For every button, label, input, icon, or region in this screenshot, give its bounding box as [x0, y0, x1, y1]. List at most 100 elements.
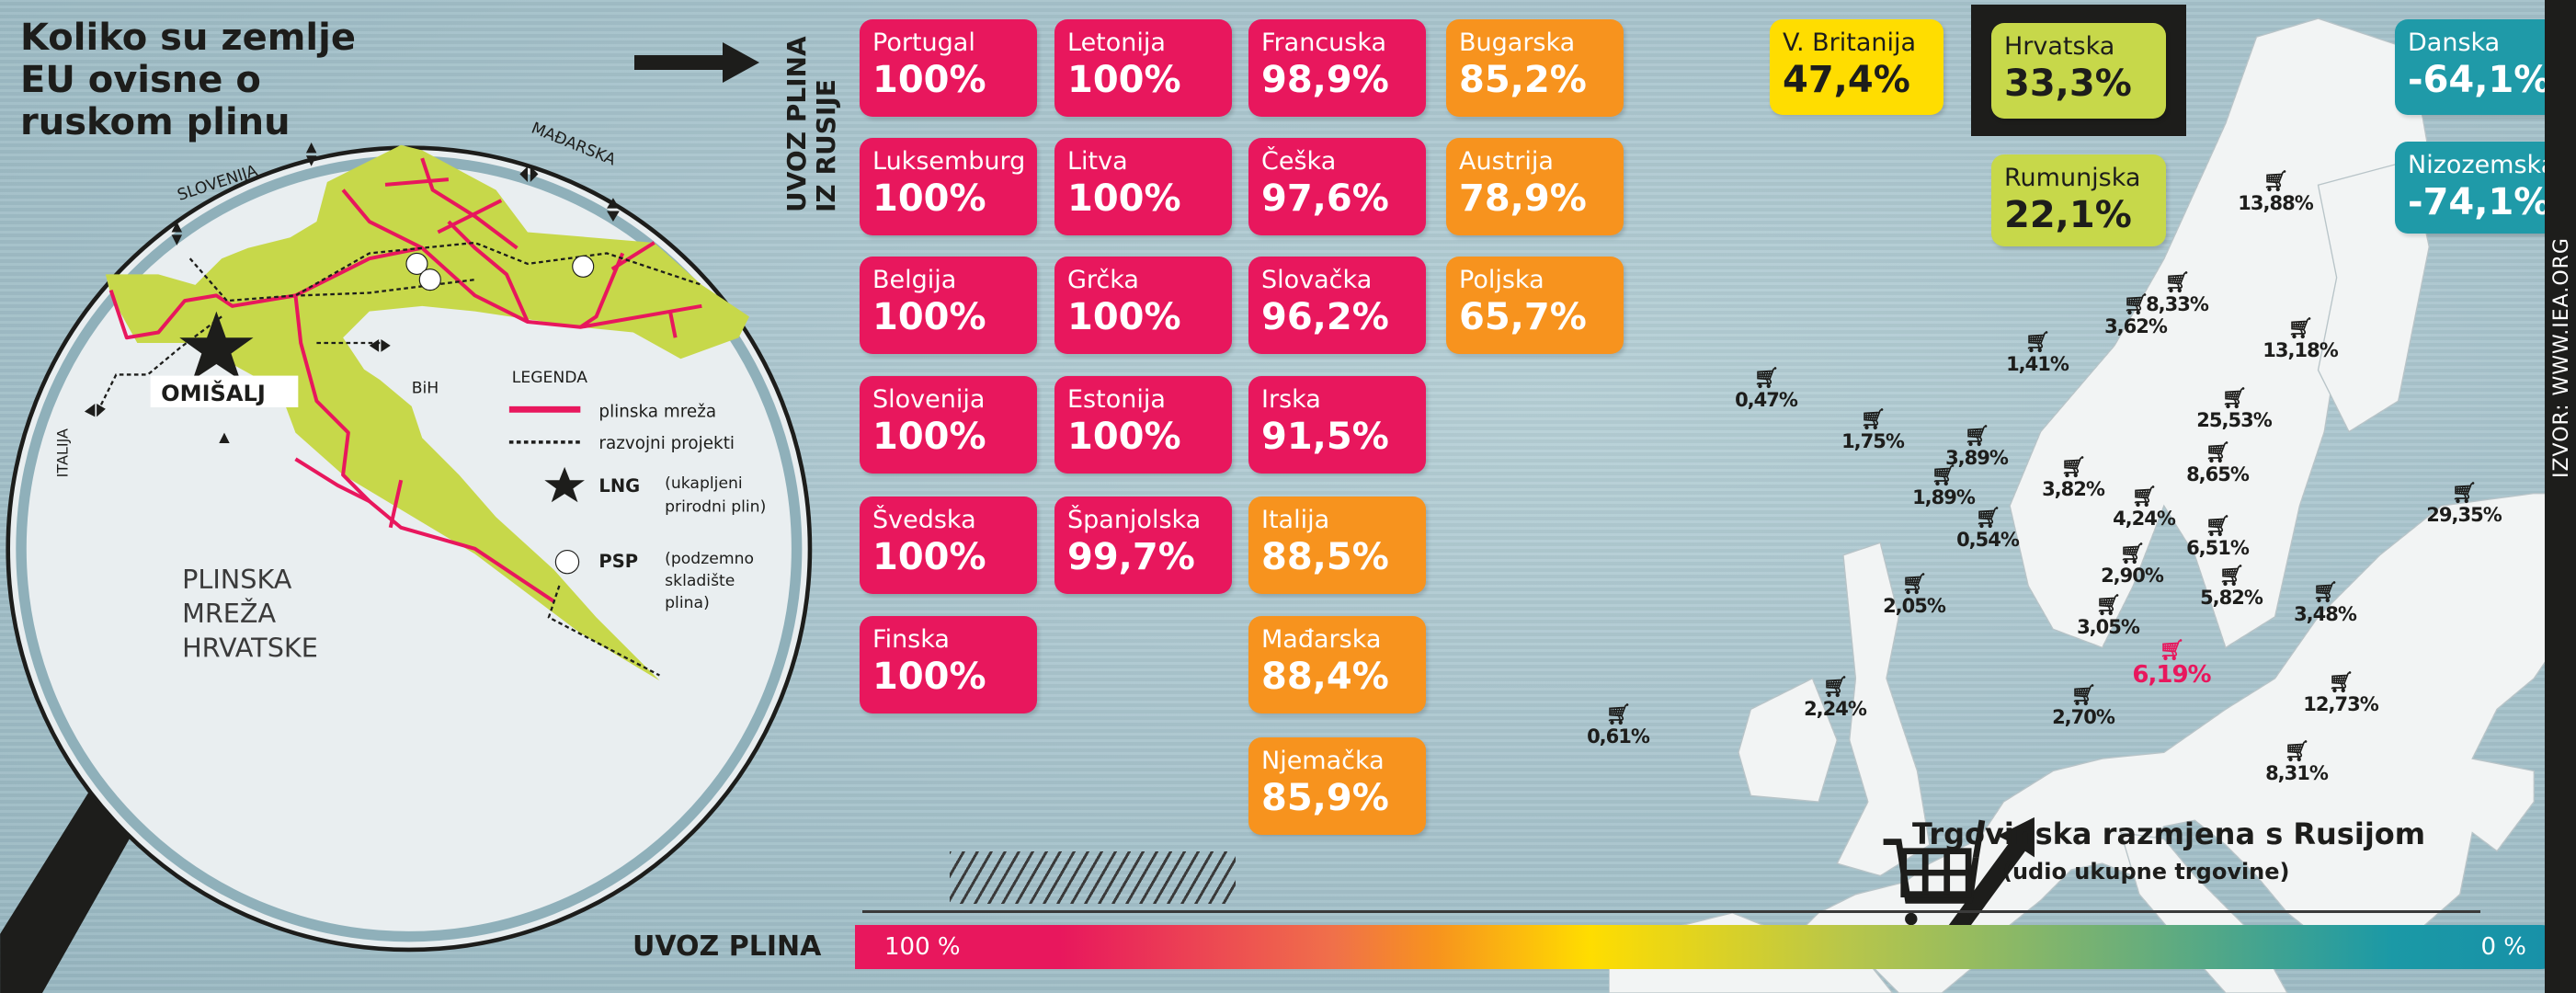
- shopping-cart-icon: 🛒︎: [2119, 542, 2146, 565]
- country-tile: Estonija 100%: [1054, 376, 1232, 474]
- scale-max-label: 100 %: [884, 933, 961, 961]
- trade-share-value: 12,73%: [2303, 693, 2378, 715]
- source-text: IZVOR: WWW.IEA.ORG: [2550, 237, 2573, 478]
- shopping-cart-icon: 🛒︎: [2159, 639, 2185, 662]
- country-tile: Mađarska 88,4%: [1248, 616, 1426, 713]
- country-name: Estonija: [1067, 385, 1166, 414]
- trade-share-value: 8,33%: [2146, 293, 2209, 315]
- croatia-shape: [105, 144, 749, 681]
- map-title-1: PLINSKA: [182, 564, 292, 595]
- import-share: 100%: [1067, 59, 1181, 101]
- trade-share-label: 🛒︎ 2,05%: [1883, 573, 1946, 618]
- pipeline-network: [108, 157, 702, 603]
- trade-share-label: 🛒︎ 3,05%: [2077, 596, 2140, 639]
- shopping-cart-large-icon: [1883, 819, 1986, 904]
- country-tile: V. Britanija 47,4%: [1770, 19, 1943, 115]
- trade-share-value: 8,31%: [2265, 762, 2329, 784]
- import-share: 99,7%: [1067, 536, 1195, 578]
- import-change: -64,1%: [2408, 59, 2551, 101]
- legend-lng-desc-2: prirodni plin): [665, 498, 766, 517]
- country-tile: Rumunjska 22,1%: [1991, 154, 2166, 246]
- legend-lng-star-icon: [544, 466, 585, 503]
- map-title-3: HRVATSKE: [182, 632, 318, 663]
- shopping-cart-icon: 🛒︎: [2205, 441, 2231, 464]
- trade-share-value: 4,24%: [2113, 508, 2176, 530]
- shopping-cart-icon: 🛒︎: [2164, 271, 2191, 294]
- trade-share-label: 🛒︎ 0,54%: [1956, 508, 2020, 552]
- country-name: Italija: [1261, 506, 1330, 534]
- divider-line: [862, 910, 2480, 913]
- country-name: Njemačka: [1261, 747, 1385, 775]
- shopping-cart-icon: 🛒︎: [1753, 367, 1780, 390]
- trade-share-label: 🛒︎ 13,18%: [2263, 317, 2338, 362]
- country-tile: Slovenija 100%: [860, 376, 1037, 474]
- trade-subtitle: (udio ukupne trgovine): [2002, 859, 2290, 885]
- trade-share-value: 1,89%: [1912, 486, 1976, 508]
- trade-share-value: 0,54%: [1956, 529, 2020, 551]
- shopping-cart-icon: 🛒︎: [1931, 464, 1957, 487]
- import-share: 65,7%: [1459, 296, 1587, 338]
- trade-share-label: 🛒︎ 8,31%: [2265, 742, 2329, 785]
- country-name: Luksemburg: [872, 147, 1026, 176]
- trade-share-label: 🛒︎ 1,75%: [1841, 410, 1905, 453]
- import-share: 100%: [872, 296, 986, 338]
- import-share: 100%: [872, 656, 986, 698]
- import-share: 88,4%: [1261, 656, 1389, 698]
- legend-lng-desc-1: (ukapljeni: [665, 474, 743, 493]
- trade-share-label: 🛒︎ 29,35%: [2426, 484, 2502, 527]
- trade-share-value: 29,35%: [2426, 504, 2502, 526]
- shopping-cart-icon: 🛒︎: [2205, 515, 2231, 538]
- map-title-2: MREŽA: [182, 598, 276, 629]
- trade-share-value: 0,61%: [1587, 725, 1650, 748]
- trade-share-label: 🛒︎ 3,82%: [2042, 458, 2105, 501]
- country-tile: Nizozemska -74,1%: [2395, 142, 2557, 234]
- trade-share-value: 2,05%: [1883, 595, 1946, 617]
- shopping-cart-icon: 🛒︎: [2263, 170, 2289, 193]
- import-share: 91,5%: [1261, 416, 1389, 458]
- trade-share-label: 🛒︎ 1,89%: [1912, 464, 1976, 509]
- shopping-cart-icon: 🛒︎: [2287, 317, 2314, 340]
- omisalj-label: OMIŠALJ: [161, 379, 266, 406]
- legend-psp-desc-1: (podzemno: [665, 550, 754, 568]
- scale-label: UVOZ PLINA: [633, 930, 822, 963]
- trade-share-value: 13,88%: [2238, 192, 2313, 214]
- import-share: 96,2%: [1261, 296, 1389, 338]
- import-share: 100%: [1067, 177, 1181, 220]
- trade-share-label: 🛒︎ 12,73%: [2303, 671, 2378, 716]
- shopping-cart-icon: 🛒︎: [1964, 425, 1990, 448]
- import-change: 22,1%: [2004, 194, 2132, 236]
- shopping-cart-icon: 🛒︎: [1605, 703, 1632, 726]
- shopping-cart-icon: 🛒︎: [2328, 671, 2354, 694]
- trade-share-label: 🛒︎ 2,24%: [1804, 678, 1867, 721]
- country-tile: Austrija 78,9%: [1446, 138, 1624, 235]
- shopping-cart-icon: 🛒︎: [2131, 485, 2158, 508]
- country-tile: Švedska 100%: [860, 496, 1037, 594]
- trade-share-label: 🛒︎ 3,62%: [2104, 295, 2168, 338]
- country-tile: Finska 100%: [860, 616, 1037, 713]
- trade-share-value: 2,90%: [2101, 565, 2164, 587]
- trade-share-value: 3,48%: [2294, 603, 2357, 625]
- legend-psp-circle-icon: [554, 549, 580, 575]
- import-share: 100%: [872, 416, 986, 458]
- country-tile: Belgija 100%: [860, 257, 1037, 354]
- vertical-label-line-2: IZ RUSIJE: [811, 79, 841, 212]
- country-name: Grčka: [1067, 266, 1139, 294]
- shopping-cart-icon: 🛒︎: [1901, 573, 1928, 596]
- trade-share-value: 1,75%: [1841, 430, 1905, 452]
- country-name: Mađarska: [1261, 625, 1382, 654]
- legend-pipeline-swatch: [508, 405, 581, 413]
- import-change: -74,1%: [2408, 181, 2551, 223]
- import-share: 100%: [1067, 296, 1181, 338]
- trade-share-label: 🛒︎ 1,41%: [2006, 333, 2069, 376]
- country-name: Bugarska: [1459, 29, 1576, 57]
- country-tile: Bugarska 85,2%: [1446, 19, 1624, 117]
- trade-share-value: 25,53%: [2196, 409, 2272, 431]
- country-tile: Češka 97,6%: [1248, 138, 1426, 235]
- country-name: Poljska: [1459, 266, 1544, 294]
- trade-share-label: 🛒︎ 13,88%: [2238, 170, 2313, 215]
- country-name: Slovačka: [1261, 266, 1373, 294]
- legend-psp-label: PSP: [598, 551, 638, 572]
- country-name: Austrija: [1459, 147, 1554, 176]
- trade-share-value: 3,62%: [2104, 315, 2168, 337]
- trade-share-value: 13,18%: [2263, 339, 2338, 361]
